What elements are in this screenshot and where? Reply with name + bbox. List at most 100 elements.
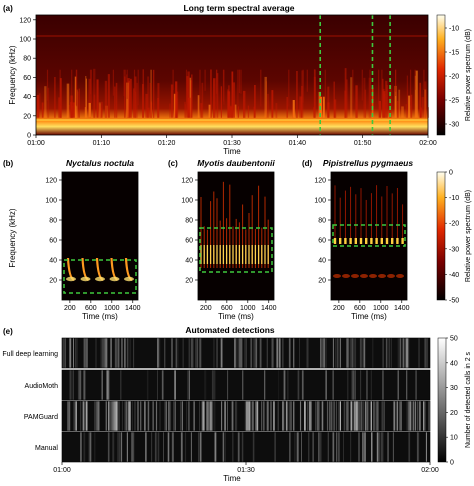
panel-e-row-label: Manual xyxy=(35,445,58,452)
panel-e-detection xyxy=(310,401,312,431)
panel-a-streak xyxy=(59,78,62,118)
panel-e-detection xyxy=(271,338,274,368)
panel-d-social-energy xyxy=(396,274,404,278)
panel-e-detection xyxy=(350,432,352,462)
panel-e-detection xyxy=(163,432,164,462)
panel-a-high-streak xyxy=(172,69,174,90)
panel-c-xtick-label: 200 xyxy=(200,305,212,312)
panel-a-streak xyxy=(286,97,288,118)
panel-e-detection xyxy=(367,401,369,431)
panel-e-detection xyxy=(383,401,385,431)
panel-a-streak xyxy=(210,69,212,118)
panel-e-detection xyxy=(164,401,166,431)
panel-e-detection xyxy=(364,432,366,462)
panel-a-streak xyxy=(186,76,189,118)
panel-a-colorbar-ticks: -10 -15 -20 -25 -30 xyxy=(445,26,459,129)
panel-e-detection xyxy=(293,401,294,431)
panel-a-high-streak xyxy=(288,69,290,107)
panel-d-call-core xyxy=(370,238,373,244)
panel-a-streak xyxy=(36,95,39,118)
panel-a-high-streak xyxy=(126,69,128,99)
panel-e-detection xyxy=(287,370,289,400)
panel-e-detection xyxy=(406,401,409,431)
panel-e-detection xyxy=(329,401,331,431)
panel-e-detection xyxy=(297,370,300,400)
panel-e-detection xyxy=(175,338,177,368)
panel-a-streak xyxy=(66,83,70,118)
panel-e-detection xyxy=(339,401,341,431)
panel-a-streak xyxy=(345,79,348,118)
panel-e-colorbar-ticks: 50 40 30 20 10 0 xyxy=(446,336,458,467)
panel-e-row-label: Full deep learning xyxy=(2,351,58,358)
panel-b-call-energy xyxy=(66,276,76,282)
panel-a-high-streak xyxy=(133,69,136,93)
panel-d-social-energy xyxy=(333,274,341,278)
panel-c-selection xyxy=(199,227,273,273)
panel-e-colorbar-tick-label: 0 xyxy=(450,460,454,467)
panel-e-detection xyxy=(350,338,353,368)
panel-b-xlabel: Time (ms) xyxy=(82,312,118,321)
panel-e-detection xyxy=(306,338,309,368)
panel-e-detection xyxy=(132,432,135,462)
panel-e-detection xyxy=(195,338,197,368)
panel-a-high-streak xyxy=(59,69,61,106)
panel-a-streak xyxy=(318,91,321,118)
panel-e-detection xyxy=(121,432,123,462)
panel-d-call-core xyxy=(344,238,347,244)
panel-a-streak xyxy=(184,101,186,118)
panel-a-high-streak xyxy=(302,69,304,103)
panel-e-detection xyxy=(69,401,70,431)
panel-a-xtick-label: 01:00 xyxy=(27,140,45,147)
panel-e-detection xyxy=(62,338,64,368)
panel-a-streak xyxy=(68,105,70,118)
panel-e-detection xyxy=(347,401,349,431)
panel-e-detection xyxy=(197,338,198,368)
panel-e-detection xyxy=(397,338,399,368)
panel-a-high-streak xyxy=(395,69,397,96)
panel-e-detection xyxy=(251,401,253,431)
panel-a-colorbar-tick-label: -15 xyxy=(449,50,459,57)
panel-e-detection xyxy=(278,370,280,400)
panel-a-streak xyxy=(201,82,204,118)
panel-e-detection xyxy=(426,338,428,368)
panel-e-detection xyxy=(88,432,90,462)
panel-e-detection xyxy=(168,401,170,431)
panel-e-detection xyxy=(80,432,82,462)
panel-a-streak xyxy=(313,107,315,118)
panel-e-detection xyxy=(385,338,387,368)
panel-d-call-core xyxy=(380,238,383,244)
panel-a-streak xyxy=(175,81,178,118)
panel-e-detection xyxy=(289,432,291,462)
panel-e-detection xyxy=(406,370,408,400)
panel-a-streak xyxy=(88,78,91,118)
panel-e-detection xyxy=(182,338,184,368)
panel-e-xticks: 01:00 01:30 02:00 xyxy=(53,462,439,474)
panel-e-detection xyxy=(356,401,358,431)
panel-a-streak xyxy=(401,106,404,118)
panel-d-yticks: 20 40 60 80 100 120 xyxy=(314,178,331,285)
panel-e-detection xyxy=(307,401,309,431)
panel-e-detection xyxy=(301,432,302,462)
panel-b-calls xyxy=(66,257,134,282)
panel-a-streak xyxy=(200,103,203,118)
panel-e-detection xyxy=(125,401,127,431)
panel-d-colorbar-label: Relative power spectrum (dB) xyxy=(465,190,472,282)
panel-c-yticks: 20 40 60 80 100 120 xyxy=(181,178,198,285)
panel-a-streak xyxy=(78,88,80,118)
panel-e-detection xyxy=(336,432,338,462)
panel-a-high-streak xyxy=(112,69,114,96)
panel-a-streak xyxy=(93,68,96,118)
panel-e-detection xyxy=(312,432,314,462)
panel-d-calls xyxy=(333,185,404,278)
panel-e-detection xyxy=(164,338,166,368)
panel-a-streak xyxy=(327,86,330,118)
panel-a-streak xyxy=(99,103,101,118)
panel-d-call-core xyxy=(365,238,368,244)
panel-a-streak xyxy=(381,78,384,118)
panel-e-detection xyxy=(94,432,96,462)
panel-e-detection xyxy=(191,338,194,368)
panel-e-detection xyxy=(287,401,289,431)
panel-e-xlabel: Time xyxy=(223,474,241,483)
panel-d-social-energy xyxy=(342,274,350,278)
panel-e-detection xyxy=(289,338,291,368)
